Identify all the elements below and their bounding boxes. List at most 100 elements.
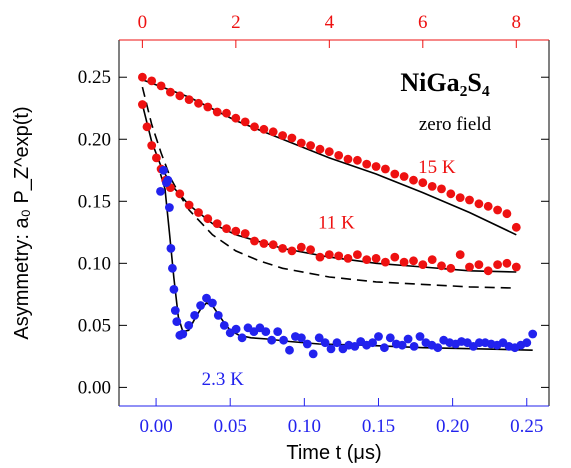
data-point-15-k xyxy=(446,189,456,199)
data-point-2.3-k xyxy=(184,321,194,330)
data-point-2.3-k xyxy=(156,187,165,196)
data-point-15-k xyxy=(390,169,400,179)
data-point-11-k xyxy=(278,244,287,253)
data-point-2.3-k xyxy=(159,165,168,175)
data-point-15-k xyxy=(381,164,390,174)
data-point-11-k xyxy=(306,245,315,255)
top-tick-label: 6 xyxy=(418,12,428,33)
data-point-11-k xyxy=(409,256,418,266)
data-point-2.3-k xyxy=(165,203,174,212)
data-point-2.3-k xyxy=(231,324,241,334)
data-point-2.3-k xyxy=(237,333,247,343)
data-point-15-k xyxy=(511,222,521,232)
top-tick-label: 2 xyxy=(231,12,241,33)
data-point-2.3-k xyxy=(196,301,206,310)
data-point-11-k xyxy=(212,219,222,229)
ticks-layer: 0.00 0.05 0.10 0.15 0.20 0.25 0 2 4 6 8 0.00 0.05 0.1… xyxy=(78,12,549,437)
data-point-11-k xyxy=(203,214,213,224)
data-point-2.3-k xyxy=(397,340,407,350)
y-tick-label: 0.20 xyxy=(78,129,111,150)
data-point-15-k xyxy=(502,209,512,219)
data-point-11-k xyxy=(362,255,372,264)
data-point-15-k xyxy=(184,95,194,104)
data-point-2.3-k xyxy=(166,244,176,253)
data-point-2.3-k xyxy=(368,338,377,348)
data-point-2.3-k xyxy=(385,333,395,343)
data-point-11-k xyxy=(455,250,465,259)
data-point-2.3-k xyxy=(163,175,173,185)
series-label: 2.3 K xyxy=(202,369,245,390)
y-tick-label: 0.25 xyxy=(78,67,111,88)
chart-subtitle: zero field xyxy=(419,114,492,135)
x-tick-label: 0.20 xyxy=(436,416,469,437)
x-tick-label: 0.05 xyxy=(214,416,247,437)
data-point-2.3-k xyxy=(261,327,271,336)
data-point-15-k xyxy=(324,147,334,157)
data-point-11-k xyxy=(446,263,456,273)
data-point-2.3-k xyxy=(168,263,177,273)
data-point-15-k xyxy=(166,87,175,97)
data-point-2.3-k xyxy=(202,293,211,303)
data-point-2.3-k xyxy=(314,333,324,343)
data-point-2.3-k xyxy=(350,342,360,351)
top-tick-label: 4 xyxy=(325,12,335,33)
data-point-15-k xyxy=(315,144,325,154)
data-point-2.3-k xyxy=(326,344,336,354)
data-point-11-k xyxy=(334,251,344,261)
chart-title: NiGa₂S₄ xyxy=(400,68,489,97)
data-point-2.3-k xyxy=(308,349,318,359)
data-point-2.3-k xyxy=(279,335,288,345)
data-point-2.3-k xyxy=(380,343,389,353)
data-point-15-k xyxy=(399,172,409,181)
data-point-2.3-k xyxy=(213,311,223,320)
data-point-15-k xyxy=(222,108,231,118)
data-point-15-k xyxy=(455,193,465,203)
data-point-15-k xyxy=(343,154,353,164)
data-point-2.3-k xyxy=(433,343,443,353)
data-point-15-k xyxy=(334,151,344,160)
data-point-2.3-k xyxy=(297,333,306,343)
data-point-15-k xyxy=(268,127,278,137)
data-point-15-k xyxy=(250,122,259,132)
data-point-11-k xyxy=(381,257,390,267)
data-point-2.3-k xyxy=(415,332,425,341)
data-points-layer xyxy=(138,72,538,359)
data-point-11-k xyxy=(138,100,147,109)
data-point-2.3-k xyxy=(522,338,532,348)
data-point-15-k xyxy=(296,138,306,148)
data-point-2.3-k xyxy=(172,317,182,326)
data-point-11-k xyxy=(483,266,493,276)
data-point-11-k xyxy=(324,250,334,259)
data-point-2.3-k xyxy=(374,332,383,341)
data-point-15-k xyxy=(474,199,484,209)
data-point-11-k xyxy=(250,236,259,246)
data-point-11-k xyxy=(268,240,278,250)
data-point-15-k xyxy=(465,195,474,205)
data-point-15-k xyxy=(138,72,147,82)
data-point-11-k xyxy=(474,260,484,269)
x-tick-label: 0.25 xyxy=(510,416,543,437)
data-point-11-k xyxy=(259,239,269,248)
data-point-2.3-k xyxy=(169,285,179,294)
data-point-2.3-k xyxy=(403,334,413,344)
y-tick-label: 0.00 xyxy=(78,377,111,398)
data-point-15-k xyxy=(287,133,297,143)
x-axis-label: Time t (μs) xyxy=(286,442,381,464)
data-point-11-k xyxy=(418,260,428,269)
data-point-15-k xyxy=(371,162,381,171)
data-point-11-k xyxy=(142,122,152,132)
data-point-2.3-k xyxy=(320,338,330,348)
data-point-11-k xyxy=(231,226,241,236)
data-point-11-k xyxy=(287,246,297,256)
data-point-11-k xyxy=(493,260,502,269)
x-tick-label: 0.15 xyxy=(362,416,395,437)
data-point-11-k xyxy=(437,261,446,271)
data-point-15-k xyxy=(175,91,185,101)
data-point-11-k xyxy=(390,252,400,262)
series-label: 11 K xyxy=(318,213,355,234)
data-point-15-k xyxy=(483,201,493,211)
data-point-15-k xyxy=(259,124,269,134)
data-point-11-k xyxy=(371,254,381,263)
data-point-15-k xyxy=(427,182,437,191)
